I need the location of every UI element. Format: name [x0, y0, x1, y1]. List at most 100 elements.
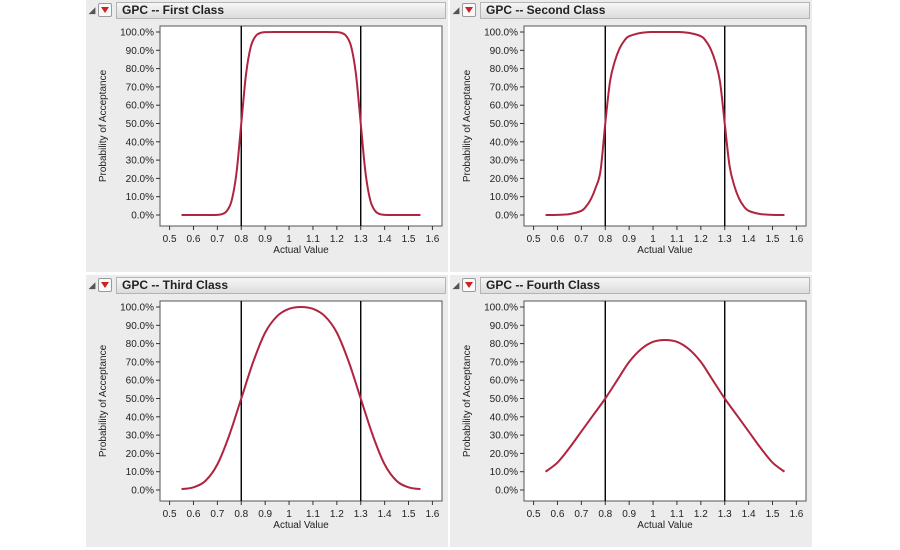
- y-tick-label: 10.0%: [490, 467, 518, 478]
- x-tick-label: 1.3: [354, 509, 368, 520]
- x-tick-label: 0.8: [598, 509, 612, 520]
- y-tick-label: 90.0%: [126, 46, 154, 57]
- y-axis-title: Probability of Acceptance: [462, 69, 473, 182]
- y-tick-label: 60.0%: [490, 101, 518, 112]
- x-tick-label: 0.7: [210, 509, 224, 520]
- x-tick-label: 1.1: [670, 234, 684, 245]
- x-tick-label: 1.5: [766, 509, 780, 520]
- y-tick-label: 60.0%: [126, 101, 154, 112]
- y-tick-label: 70.0%: [126, 357, 154, 368]
- x-tick-label: 0.7: [574, 234, 588, 245]
- x-tick-label: 1.4: [742, 509, 756, 520]
- x-axis-title: Actual Value: [273, 245, 329, 256]
- y-tick-label: 20.0%: [126, 174, 154, 185]
- x-tick-label: 0.5: [163, 234, 177, 245]
- y-tick-label: 100.0%: [120, 303, 154, 314]
- gpc-panel-second: ◢ GPC -- Second Class 0.0% 10.0% 20.0% 30.0…: [450, 0, 812, 272]
- plot-area: [523, 25, 807, 227]
- x-tick-label: 1.6: [789, 509, 803, 520]
- panel-header: ◢ GPC -- First Class: [86, 0, 448, 20]
- x-tick-label: 1.2: [330, 234, 344, 245]
- red-triangle-menu-icon[interactable]: [462, 3, 476, 17]
- y-tick-label: 50.0%: [490, 119, 518, 130]
- acceptance-curve: [181, 305, 421, 491]
- x-tick-label: 1.6: [789, 234, 803, 245]
- x-tick-label: 1.1: [670, 509, 684, 520]
- y-tick-label: 20.0%: [490, 174, 518, 185]
- y-tick-label: 100.0%: [120, 28, 154, 39]
- acceptance-curve: [544, 338, 786, 473]
- x-tick-label: 1.2: [694, 234, 708, 245]
- y-tick-label: 80.0%: [126, 64, 154, 75]
- x-tick-label: 0.5: [527, 234, 541, 245]
- y-tick-label: 40.0%: [126, 137, 154, 148]
- y-tick-label: 50.0%: [126, 119, 154, 130]
- x-tick-label: 1.3: [718, 234, 732, 245]
- plot-area: [159, 25, 443, 227]
- y-tick-label: 0.0%: [495, 211, 518, 222]
- plot-area: [523, 300, 807, 502]
- x-tick-label: 1.5: [402, 234, 416, 245]
- x-tick-label: 1.2: [330, 509, 344, 520]
- y-tick-label: 40.0%: [490, 137, 518, 148]
- y-tick-label: 70.0%: [490, 357, 518, 368]
- x-axis-title: Actual Value: [637, 520, 693, 531]
- x-tick-label: 1.4: [378, 509, 392, 520]
- gpc-panel-first: ◢ GPC -- First Class 0.0% 10.0% 20.0% 30.0%…: [86, 0, 448, 272]
- panel-title[interactable]: GPC -- Third Class: [116, 276, 446, 294]
- x-tick-label: 0.5: [527, 509, 541, 520]
- x-tick-label: 1.6: [425, 234, 439, 245]
- x-tick-label: 0.9: [622, 234, 636, 245]
- y-tick-label: 50.0%: [490, 394, 518, 405]
- x-tick-label: 0.9: [258, 509, 272, 520]
- x-tick-label: 0.5: [163, 509, 177, 520]
- y-tick-label: 60.0%: [126, 376, 154, 387]
- y-tick-label: 90.0%: [490, 46, 518, 57]
- disclosure-triangle-icon[interactable]: ◢: [88, 279, 96, 290]
- x-tick-label: 1.2: [694, 509, 708, 520]
- x-tick-label: 0.9: [258, 234, 272, 245]
- red-triangle-menu-icon[interactable]: [98, 278, 112, 292]
- y-tick-label: 70.0%: [490, 82, 518, 93]
- chart-second: 0.0% 10.0% 20.0% 30.0% 40.0% 50.0% 60.0% 70.0% 8…: [462, 25, 807, 256]
- y-tick-label: 0.0%: [131, 211, 154, 222]
- x-tick-label: 0.8: [598, 234, 612, 245]
- panel-title[interactable]: GPC -- Second Class: [480, 1, 810, 19]
- y-tick-label: 80.0%: [126, 339, 154, 350]
- gpc-panel-fourth: ◢ GPC -- Fourth Class 0.0% 10.0% 20.0% 30.0…: [450, 275, 812, 547]
- panel-title[interactable]: GPC -- Fourth Class: [480, 276, 810, 294]
- acceptance-curve: [545, 30, 785, 216]
- chart-fourth: 0.0% 10.0% 20.0% 30.0% 40.0% 50.0% 60.0% 70.0% 8…: [462, 300, 807, 531]
- y-tick-label: 30.0%: [126, 156, 154, 167]
- disclosure-triangle-icon[interactable]: ◢: [452, 279, 460, 290]
- y-tick-label: 0.0%: [495, 486, 518, 497]
- y-tick-label: 90.0%: [490, 321, 518, 332]
- x-tick-label: 1: [650, 234, 656, 245]
- x-tick-label: 0.6: [551, 509, 565, 520]
- y-tick-label: 30.0%: [126, 431, 154, 442]
- acceptance-curve: [181, 30, 421, 217]
- x-tick-label: 1.1: [306, 509, 320, 520]
- y-tick-label: 30.0%: [490, 431, 518, 442]
- x-tick-label: 1.3: [354, 234, 368, 245]
- x-tick-label: 0.7: [574, 509, 588, 520]
- y-axis-title: Probability of Acceptance: [98, 344, 109, 457]
- x-tick-label: 1: [650, 509, 656, 520]
- x-tick-label: 1: [286, 234, 292, 245]
- red-triangle-menu-icon[interactable]: [462, 278, 476, 292]
- disclosure-triangle-icon[interactable]: ◢: [88, 4, 96, 15]
- panel-title[interactable]: GPC -- First Class: [116, 1, 446, 19]
- y-tick-label: 90.0%: [126, 321, 154, 332]
- y-tick-label: 10.0%: [490, 192, 518, 203]
- x-tick-label: 0.6: [551, 234, 565, 245]
- y-tick-label: 20.0%: [490, 449, 518, 460]
- y-axis-title: Probability of Acceptance: [462, 344, 473, 457]
- y-tick-label: 60.0%: [490, 376, 518, 387]
- plot-area: [159, 300, 443, 502]
- disclosure-triangle-icon[interactable]: ◢: [452, 4, 460, 15]
- red-triangle-menu-icon[interactable]: [98, 3, 112, 17]
- x-tick-label: 0.7: [210, 234, 224, 245]
- y-tick-label: 100.0%: [484, 28, 518, 39]
- y-tick-label: 70.0%: [126, 82, 154, 93]
- gpc-panel-third: ◢ GPC -- Third Class 0.0% 10.0% 20.0% 30.0%…: [86, 275, 448, 547]
